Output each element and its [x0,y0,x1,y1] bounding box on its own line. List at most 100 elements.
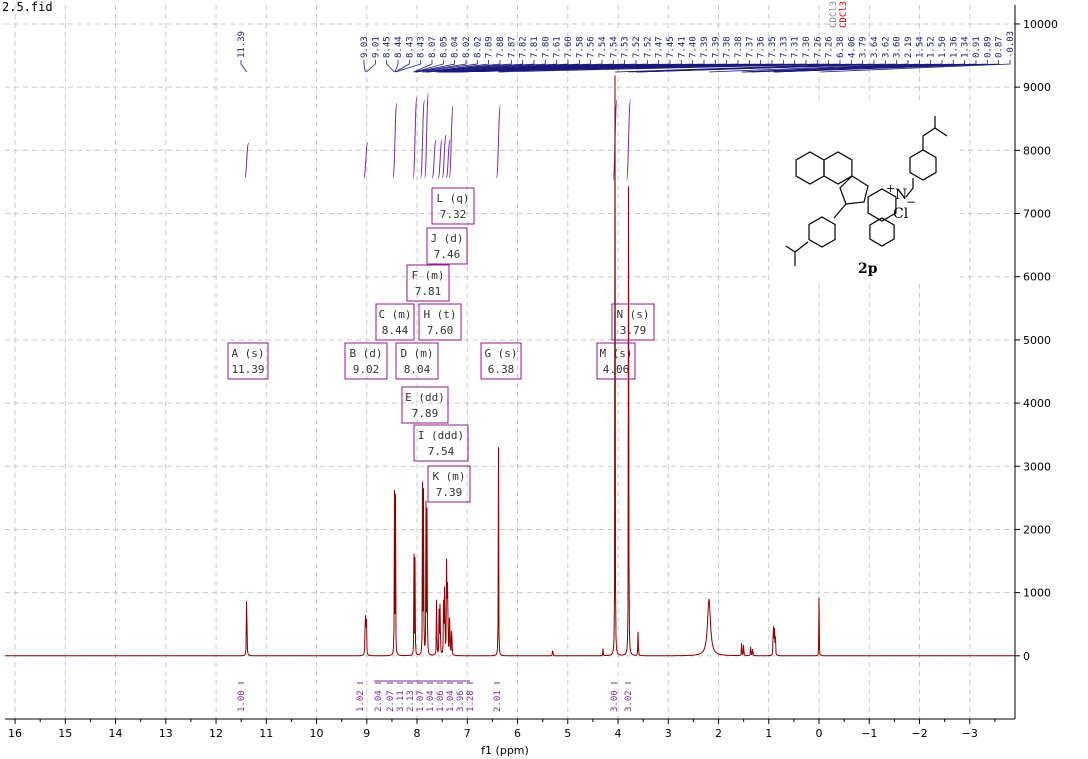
peak-label: 7.61 [553,36,563,58]
peak-label-stick [638,60,898,73]
peak-label: 0.91 [972,36,982,58]
peak-label-stick [415,60,467,73]
integral-value: 2.07 [386,690,396,712]
peak-label: 7.36 [757,36,767,58]
multiplet-layer: A (s) 11.39 B (d) 9.02 C (m) 8.44 D (m) 8.04 E (… [227,187,655,503]
peak-label: 7.81 [530,36,540,58]
peak-label: 7.45 [666,36,676,58]
peak-label: 6.38 [836,36,846,58]
positive-charge: + [886,182,895,195]
x-tick-label: 2 [715,727,722,740]
x-axis-label: f1 (ppm) [481,744,529,757]
multiplet-id: C (m) [378,308,411,321]
multiplet-box [401,386,449,424]
peak-label: 1.52 [927,36,937,58]
x-tick-label: 10 [310,727,324,740]
integral-value: 3.02 [624,690,634,712]
multiplet-id: G (s) [484,347,517,360]
peak-label-stick [414,60,456,73]
file-name: 2.5.fid [2,0,53,14]
multiplet-box [596,342,636,380]
peak-label: 8.45 [383,36,393,58]
peak-label: 9.03 [360,36,370,58]
peak-label: 3.62 [881,36,891,58]
x-tick-label: 13 [159,727,173,740]
multiplet-id: B (d) [349,347,382,360]
x-tick-label: 0 [816,727,823,740]
y-tick-label: 4000 [1023,397,1051,410]
peak-label-stick [240,60,248,73]
chloride-counterion: Cl [893,206,909,222]
x-tick-label: 9 [363,727,370,740]
multiplet-shift: 3.79 [620,324,647,337]
peak-label: 0.89 [983,36,993,58]
multiplet-box [375,303,415,341]
multiplet-box [480,342,522,380]
integral-curve [445,139,451,179]
multiplet-shift: 7.39 [436,486,463,499]
peak-label: 3.64 [870,36,880,58]
peak-label: 8.02 [462,36,472,58]
x-tick-label: 1 [765,727,772,740]
peak-label-stick [751,60,966,73]
peak-label-stick [366,60,376,73]
integral-curve [626,99,632,181]
y-tick-label: 6000 [1023,271,1051,284]
spectrum-trace [5,75,1015,657]
peak-label-stick [395,60,422,73]
peak-label: 7.37 [745,36,755,58]
peak-label: 3.60 [893,36,903,58]
nitrogen-atom: N [895,187,907,203]
peak-label-stick [775,60,1000,73]
multiplet-shift: 8.44 [382,324,409,337]
x-tick-label: 15 [58,727,72,740]
multiplet-box [227,342,269,380]
multiplet-box [395,342,439,380]
peak-label: 7.39 [711,36,721,58]
x-tick-label: 6 [514,727,521,740]
peak-label-stick [427,60,546,73]
pyrrole-ring [839,175,869,205]
peak-label: 7.89 [485,36,495,58]
axis-layer: 16 15 14 13 12 11 10 9 8 7 6 5 4 3 2 1 0 −1 −2 −31000090008… [5,5,1058,740]
multiplet-id: A (s) [231,347,264,360]
x-tick-label: 8 [414,727,421,740]
x-tick-label: 11 [259,727,273,740]
structure-bonds [785,116,948,266]
integral-value: 3.11 [396,690,406,712]
peak-label: 7.35 [768,36,778,58]
integral-value: 1.04 [426,690,436,712]
integral-value: 3.00 [610,690,620,712]
peak-label: 7.58 [575,36,585,58]
peak-label: 7.52 [643,36,653,58]
integral-curve [495,105,501,179]
peak-label: 8.44 [394,36,404,58]
multiplet-box [426,227,468,265]
y-tick-label: 7000 [1023,208,1051,221]
peak-label-layer: 11.39 9.03 9.01 8.45 8.44 8.43 8.43 8.07 8.05 8.0… [237,1,1016,73]
integral-value: 2.01 [493,690,503,712]
peak-label: 7.38 [734,36,744,58]
peak-label: 1.54 [915,36,925,58]
structure-background [770,103,960,280]
peak-label: 8.04 [451,36,461,58]
multiplet-box [431,187,475,225]
peak-label: 8.43 [405,36,415,58]
peak-label: 1.36 [949,36,959,58]
integral-layer: 1.00 1.02 2.04 2.07 3.11 2.13 1.07 1.04 1.06 1.04… [237,92,634,712]
integral-curve [441,134,447,179]
x-tick-label: 14 [109,727,123,740]
x-tick-label: 4 [615,727,622,740]
integral-value: 1.00 [237,690,247,712]
peak-label-stick [820,60,1011,73]
y-tick-label: 10000 [1023,18,1058,31]
peak-label-stick [708,60,909,73]
peak-label: 7.26 [813,36,823,58]
benzo-ring [869,217,895,247]
y-tick-label: 3000 [1023,460,1051,473]
integral-curve [244,142,250,179]
multiplet-id: H (t) [423,308,456,321]
multiplet-shift: 7.46 [434,248,461,261]
peak-label: 7.56 [587,36,597,58]
